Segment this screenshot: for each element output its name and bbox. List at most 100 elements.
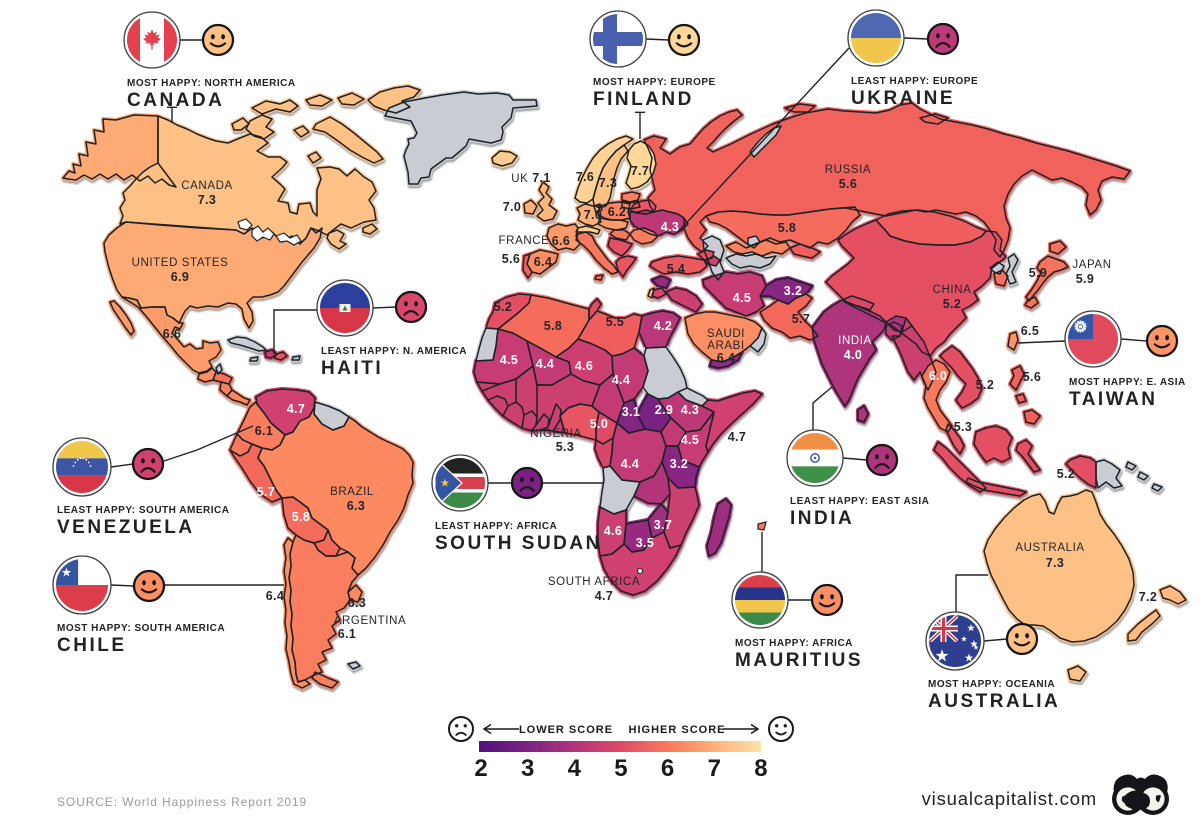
svg-text:INDIA: INDIA [790,508,854,529]
svg-text:CHINA: CHINA [933,284,972,296]
svg-text:5.5: 5.5 [606,315,625,329]
svg-text:4.3: 4.3 [661,220,680,234]
svg-text:7.2: 7.2 [1139,590,1158,604]
svg-text:SAUDI: SAUDI [707,328,745,340]
svg-text:VENEZUELA: VENEZUELA [57,517,195,538]
svg-text:3.1: 3.1 [622,405,641,419]
svg-text:5.9: 5.9 [1076,272,1095,286]
svg-text:5.6: 5.6 [1023,370,1042,384]
svg-text:5.4: 5.4 [667,262,686,276]
svg-text:2.9: 2.9 [655,403,674,417]
svg-text:AUSTRALIA: AUSTRALIA [1015,542,1084,554]
svg-text:LEAST HAPPY: AFRICA: LEAST HAPPY: AFRICA [435,521,557,532]
svg-text:AUSTRALIA: AUSTRALIA [928,691,1060,712]
svg-text:6.4: 6.4 [717,351,736,365]
svg-text:6.3: 6.3 [347,499,366,513]
svg-text:5.8: 5.8 [544,319,563,333]
svg-text:6.1: 6.1 [255,424,274,438]
svg-text:INDIA: INDIA [838,335,872,347]
svg-text:7.6: 7.6 [576,170,595,184]
svg-text:LEAST HAPPY: EAST ASIA: LEAST HAPPY: EAST ASIA [790,496,929,507]
svg-text:4.5: 4.5 [681,433,700,447]
svg-text:5: 5 [614,755,627,782]
svg-text:6.4: 6.4 [534,255,553,269]
svg-text:5.2: 5.2 [494,300,513,314]
svg-text:5.3: 5.3 [556,440,575,454]
svg-text:MAURITIUS: MAURITIUS [735,650,863,671]
svg-text:4.2: 4.2 [654,319,673,333]
svg-text:4.7: 4.7 [287,402,306,416]
svg-text:7.0: 7.0 [584,208,603,222]
svg-text:LOWER SCORE: LOWER SCORE [519,724,613,736]
svg-text:5.7: 5.7 [792,312,811,326]
svg-text:NIGERIA: NIGERIA [530,428,582,440]
svg-text:4.3: 4.3 [681,403,700,417]
svg-text:ARGENTINA: ARGENTINA [334,615,407,627]
svg-text:JAPAN: JAPAN [1072,259,1111,271]
svg-text:7.7: 7.7 [631,164,650,178]
svg-text:7: 7 [708,755,721,782]
svg-text:5.8: 5.8 [292,510,311,524]
svg-text:5.8: 5.8 [778,221,797,235]
svg-text:3.2: 3.2 [670,457,689,471]
svg-text:4: 4 [568,755,582,782]
svg-text:7.3: 7.3 [599,176,618,190]
svg-text:6: 6 [661,755,674,782]
svg-text:3.7: 3.7 [654,518,673,532]
svg-text:4.6: 4.6 [604,524,623,538]
svg-text:8: 8 [754,755,767,782]
svg-text:5.0: 5.0 [590,417,609,431]
svg-text:FRANCE: FRANCE [499,235,550,247]
svg-text:visualcapitalist.com: visualcapitalist.com [922,788,1097,809]
svg-text:6.9: 6.9 [171,270,190,284]
svg-text:7.3: 7.3 [198,193,217,207]
svg-text:UK 7.1: UK 7.1 [511,171,551,185]
svg-text:LEAST HAPPY: EUROPE: LEAST HAPPY: EUROPE [851,76,978,87]
svg-text:UKRAINE: UKRAINE [851,88,955,109]
svg-text:4.6: 4.6 [575,359,594,373]
svg-text:7.0: 7.0 [503,200,522,214]
svg-text:SOUTH SUDAN: SOUTH SUDAN [435,533,602,554]
svg-text:3: 3 [521,755,534,782]
svg-text:MOST HAPPY: AFRICA: MOST HAPPY: AFRICA [735,638,853,649]
svg-text:5.2: 5.2 [1057,467,1076,481]
svg-text:5.2: 5.2 [943,297,962,311]
svg-text:FINLAND: FINLAND [593,89,694,110]
svg-text:MOST HAPPY: NORTH AMERICA: MOST HAPPY: NORTH AMERICA [127,78,296,89]
svg-text:5.3: 5.3 [954,420,973,434]
svg-text:SOUTH AFRICA: SOUTH AFRICA [548,576,640,588]
svg-text:3.2: 3.2 [784,284,803,298]
svg-text:5.6: 5.6 [502,252,521,266]
svg-text:LEAST HAPPY: SOUTH AMERICA: LEAST HAPPY: SOUTH AMERICA [57,505,229,516]
svg-text:7.3: 7.3 [1046,556,1065,570]
svg-text:5.9: 5.9 [1029,266,1048,280]
svg-text:LEAST HAPPY: N. AMERICA: LEAST HAPPY: N. AMERICA [321,346,467,357]
svg-text:TAIWAN: TAIWAN [1069,389,1158,410]
svg-text:6.4: 6.4 [266,589,285,603]
svg-text:6.1: 6.1 [338,627,357,641]
svg-text:MOST HAPPY: OCEANIA: MOST HAPPY: OCEANIA [928,679,1055,690]
svg-text:5.2: 5.2 [976,378,995,392]
svg-text:CANADA: CANADA [181,180,233,192]
svg-text:CANADA: CANADA [127,90,224,111]
svg-text:MOST HAPPY: E. ASIA: MOST HAPPY: E. ASIA [1069,377,1186,388]
svg-text:4.4: 4.4 [621,457,640,471]
svg-text:4.4: 4.4 [612,373,631,387]
svg-text:6.6: 6.6 [163,327,182,341]
svg-text:4.7: 4.7 [595,589,614,603]
svg-text:5.7: 5.7 [257,485,276,499]
svg-text:6.2: 6.2 [608,205,627,219]
svg-text:4.4: 4.4 [536,357,555,371]
svg-text:4.5: 4.5 [500,353,519,367]
svg-text:CHILE: CHILE [57,635,127,656]
svg-text:3.5: 3.5 [636,536,655,550]
svg-text:SOURCE: World Happiness Report: SOURCE: World Happiness Report 2019 [57,795,307,809]
svg-text:RUSSIA: RUSSIA [825,164,871,176]
svg-text:MOST HAPPY: SOUTH AMERICA: MOST HAPPY: SOUTH AMERICA [57,623,225,634]
svg-text:4.7: 4.7 [728,430,747,444]
svg-text:HIGHER SCORE: HIGHER SCORE [629,724,726,736]
svg-text:6.3: 6.3 [348,596,367,610]
svg-text:HAITI: HAITI [321,358,383,379]
svg-text:UNITED STATES: UNITED STATES [132,257,229,269]
svg-text:5.6: 5.6 [839,177,858,191]
